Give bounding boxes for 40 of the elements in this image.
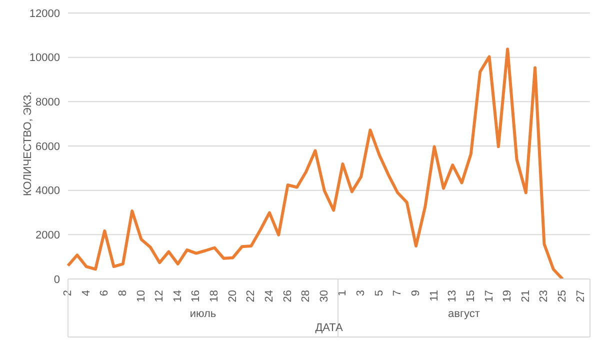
- x-tick-label: 13: [446, 290, 459, 302]
- x-tick-label: 21: [520, 290, 532, 302]
- y-tick-label: 10000: [29, 52, 60, 64]
- x-axis-title: ДАТА: [315, 322, 344, 334]
- text: август: [448, 308, 480, 320]
- x-tick-label: 11: [428, 290, 440, 302]
- x-tick-label: 6: [98, 290, 111, 296]
- x-tick-label: 3: [355, 290, 368, 296]
- x-tick-label: 16: [190, 290, 202, 302]
- x-tick-label: 12: [154, 290, 166, 302]
- x-tick-label: 7: [392, 290, 404, 296]
- x-tick-label: 14: [172, 290, 184, 302]
- y-axis-title: КОЛИЧЕСТВО, ЭКЗ.: [22, 92, 34, 196]
- y-tick-label: 0: [54, 274, 60, 286]
- x-tick-label: 1: [336, 290, 349, 296]
- x-tick-label: 5: [373, 290, 386, 296]
- line-series: [66, 48, 564, 279]
- y-tick-label: 12000: [29, 8, 60, 20]
- y-tick-label: 4000: [36, 185, 60, 198]
- x-tick-label: 17: [483, 290, 496, 302]
- x-tick-label: 24: [263, 290, 276, 302]
- text: июль: [190, 308, 216, 320]
- x-tick-label: 28: [300, 290, 312, 302]
- x-tick-label: 20: [226, 290, 239, 302]
- x-tick-label: 4: [80, 290, 92, 296]
- x-tick-label: 27: [574, 290, 587, 302]
- x-tick-label: 10: [135, 290, 148, 302]
- x-tick-label: 26: [282, 290, 294, 302]
- x-tick-label: 30: [318, 290, 330, 302]
- x-tick-label: 8: [116, 290, 129, 296]
- x-tick-label: 25: [556, 290, 569, 302]
- y-tick-label: 6000: [36, 140, 60, 153]
- x-tick-label: 22: [245, 290, 258, 302]
- x-tick-label: 23: [538, 290, 550, 302]
- y-tick-label: 2000: [36, 230, 60, 242]
- x-tick-label: 18: [208, 290, 221, 302]
- x-tick-label: 15: [464, 290, 477, 302]
- x-tick-label: 9: [410, 290, 422, 296]
- y-tick-label: 8000: [36, 96, 60, 109]
- x-tick-label: 19: [502, 290, 514, 302]
